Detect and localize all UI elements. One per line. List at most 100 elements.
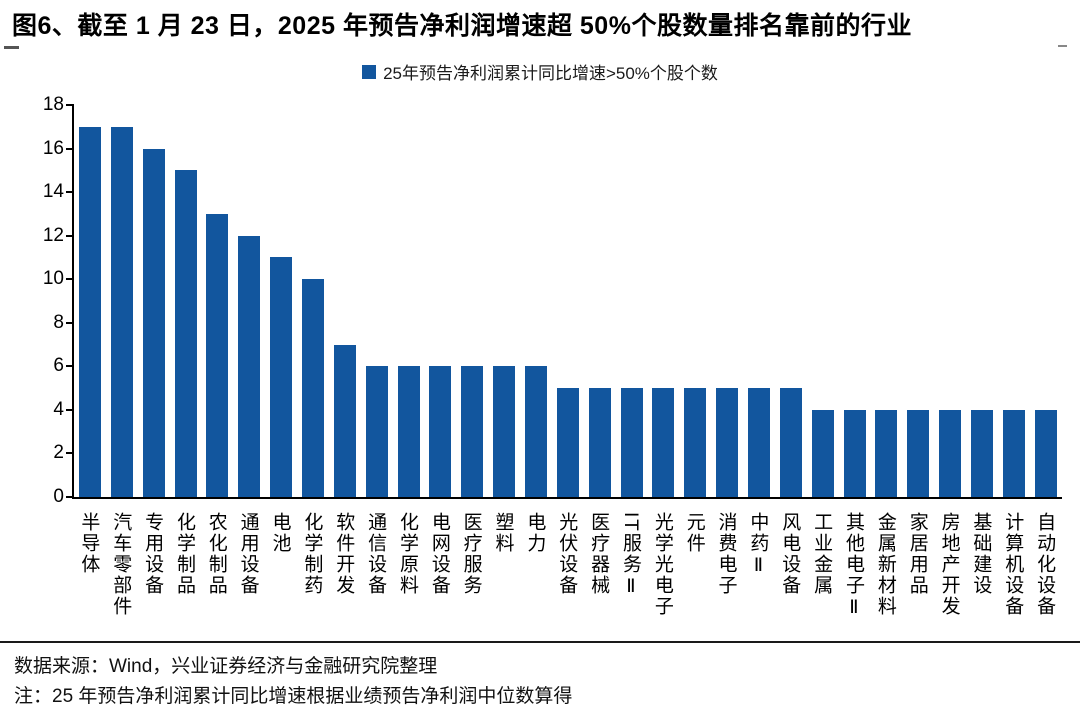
category-label: 光伏设备: [556, 512, 578, 596]
bar: [78, 126, 101, 497]
footnote-text: 注：25 年预告净利润累计同比增速根据业绩预告净利润中位数算得: [14, 686, 573, 707]
category-label: 医疗器械: [588, 512, 610, 596]
category-label-slot: 消费电子: [714, 512, 737, 640]
y-axis-tick-label: 8: [53, 311, 64, 333]
category-label: 化学原料: [396, 512, 418, 596]
y-axis-tick: [66, 452, 74, 455]
category-label-slot: 家居用品: [905, 512, 928, 640]
category-label-slot: 塑料: [491, 512, 514, 640]
category-label-slot: 风电设备: [778, 512, 800, 640]
table-border-artifact-right: [1058, 45, 1067, 47]
category-label-slot: 通信设备: [364, 512, 386, 640]
bar: [1002, 409, 1025, 497]
category-label-slot: 房地产开发: [937, 512, 960, 640]
category-label: 家居用品: [906, 512, 928, 596]
category-label-slot: 汽车零部件: [109, 512, 131, 640]
bar: [524, 366, 547, 497]
bar: [843, 409, 866, 497]
y-axis-tick-label: 0: [53, 486, 64, 507]
category-label: 汽车零部件: [110, 512, 132, 617]
bar: [875, 409, 898, 497]
y-axis-tick: [66, 278, 74, 281]
category-label-slot: 光学光电子: [650, 512, 673, 640]
category-label-slot: 其他电子Ⅱ: [842, 512, 864, 640]
bar-series: [74, 105, 1062, 497]
bar: [620, 388, 643, 497]
bar: [174, 170, 197, 497]
bar: [811, 409, 834, 497]
category-label: 房地产开发: [938, 512, 960, 617]
category-label-slot: 通用设备: [236, 512, 259, 640]
category-label: 其他电子Ⅱ: [842, 512, 864, 620]
bar: [142, 148, 165, 497]
category-label-slot: 中药Ⅱ: [746, 512, 768, 640]
category-label: 塑料: [492, 512, 514, 554]
category-label: 光学光电子: [651, 512, 673, 617]
category-label: 金属新材料: [874, 512, 896, 617]
category-label: 农化制品: [205, 512, 227, 596]
bar: [333, 344, 356, 497]
chart-legend: 25年预告净利润累计同比增速>50%个股个数: [0, 59, 1080, 84]
category-label: 化学制品: [173, 512, 195, 596]
y-axis-tick-label: 6: [53, 355, 64, 377]
category-label: 风电设备: [779, 512, 801, 596]
category-label: 半导体: [78, 512, 100, 575]
y-axis-tick-label: 10: [42, 268, 64, 290]
category-label-slot: IT服务Ⅱ: [619, 512, 641, 640]
bar: [493, 366, 516, 497]
y-axis-tick: [66, 191, 74, 194]
data-source-text: 数据来源：Wind，兴业证券经济与金融研究院整理: [14, 656, 438, 677]
bar: [461, 366, 484, 497]
legend-swatch-icon: [362, 64, 377, 79]
table-border-artifact-left: [4, 46, 19, 49]
category-label-slot: 计算机设备: [1001, 512, 1023, 640]
category-label: 基础建设: [970, 512, 992, 596]
bar: [747, 388, 770, 497]
category-label-slot: 金属新材料: [873, 512, 896, 640]
y-axis-tick: [66, 147, 74, 150]
bar: [970, 409, 993, 497]
bar: [270, 257, 293, 497]
category-label-slot: 化学原料: [396, 512, 418, 640]
category-label-slot: 专用设备: [141, 512, 163, 640]
category-label: 医疗服务: [460, 512, 482, 596]
category-label-slot: 电网设备: [427, 512, 450, 640]
bar: [397, 366, 420, 497]
category-label: 计算机设备: [1002, 512, 1024, 617]
bar: [779, 388, 802, 497]
bar-chart-plot-area: 0 2 4 6 8 10 12 14 16 18: [43, 94, 1062, 507]
category-label: 电网设备: [428, 512, 450, 596]
bar: [238, 235, 261, 497]
bar: [939, 409, 962, 497]
bar: [652, 388, 675, 497]
category-label-slot: 光伏设备: [555, 512, 577, 640]
category-label: 软件开发: [333, 512, 355, 596]
bar: [429, 366, 452, 497]
category-label-slot: 电池: [268, 512, 291, 640]
bar: [588, 388, 611, 497]
category-label-slot: 医疗器械: [587, 512, 609, 640]
bar: [110, 126, 133, 497]
category-label-slot: 化学制药: [300, 512, 322, 640]
category-label: 化学制药: [301, 512, 323, 596]
category-label-slot: 自动化设备: [1033, 512, 1055, 640]
bar: [907, 409, 930, 497]
y-axis-tick: [66, 104, 74, 106]
bar: [365, 366, 388, 497]
legend-label: 25年预告净利润累计同比增速>50%个股个数: [383, 64, 718, 83]
category-label: IT服务Ⅱ: [619, 512, 641, 599]
category-label-slot: 农化制品: [204, 512, 227, 640]
category-label: 通用设备: [237, 512, 259, 596]
y-axis-tick-label: 18: [42, 94, 64, 115]
y-axis-tick-label: 2: [53, 442, 64, 464]
category-label-slot: 工业金属: [810, 512, 832, 640]
x-axis-category-labels: 半导体 汽车零部件 专用设备 化学制品 农化制品 通用设备 电池 化学制药 软件开发 通信设备 化学…: [72, 512, 1060, 640]
category-label: 电力: [524, 512, 546, 554]
y-axis-tick: [66, 408, 74, 411]
category-label: 消费电子: [715, 512, 737, 596]
category-label-slot: 电力: [523, 512, 545, 640]
category-label-slot: 医疗服务: [459, 512, 482, 640]
bar: [206, 213, 229, 497]
category-label: 专用设备: [142, 512, 164, 596]
